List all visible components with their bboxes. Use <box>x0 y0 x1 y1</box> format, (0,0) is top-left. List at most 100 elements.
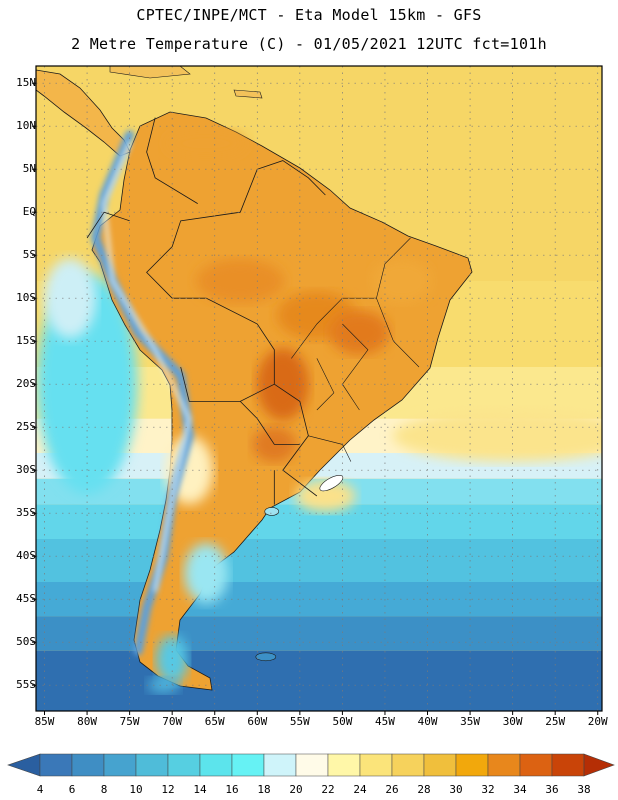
lat-label: 35S <box>16 506 36 520</box>
colorbar-label: 22 <box>321 783 335 796</box>
colorbar-swatch <box>551 753 585 777</box>
colorbar-label: 6 <box>68 783 76 796</box>
colorbar-label: 16 <box>225 783 239 796</box>
pacific-mild-zone <box>44 258 97 339</box>
colorbar-label: 30 <box>449 783 463 796</box>
country-border <box>180 366 275 402</box>
colorbar-arrow-low <box>7 753 41 777</box>
lat-label: 25S <box>16 420 36 434</box>
colorbar-swatch <box>327 753 361 777</box>
state-border <box>316 358 335 411</box>
lat-label: 15N <box>16 76 36 90</box>
lat-label: 55S <box>16 678 36 692</box>
colorbar-swatch <box>71 753 105 777</box>
lon-label: 45W <box>375 715 395 728</box>
lat-label: 45S <box>16 592 36 606</box>
colorbar-swatch <box>263 753 297 777</box>
country-border <box>239 401 300 445</box>
ocean-band <box>36 616 602 651</box>
lon-label: 30W <box>502 715 523 728</box>
colorbar-swatch <box>487 753 521 777</box>
colorbar-label: 32 <box>481 783 495 796</box>
colorbar-swatch <box>359 753 393 777</box>
colorbar-swatch <box>199 753 233 777</box>
lat-label: 10N <box>16 119 36 133</box>
country-border <box>146 169 318 497</box>
land-heat-blob <box>329 310 390 355</box>
land-heat-blob <box>371 259 432 303</box>
country-border <box>86 211 130 239</box>
colorbar-swatch <box>423 753 457 777</box>
country-borders <box>86 117 420 662</box>
axis-ticks <box>32 82 599 715</box>
land-heat-blob <box>147 677 180 694</box>
colorbar-swatch <box>519 753 553 777</box>
lon-label: 60W <box>247 715 268 728</box>
chart-title-line2: 2 Metre Temperature (C) - 01/05/2021 12U… <box>71 35 547 53</box>
lon-label: 25W <box>545 715 566 728</box>
lat-label: 15S <box>16 334 36 348</box>
colorbar-label: 28 <box>417 783 431 796</box>
colorbar-label: 18 <box>257 783 271 796</box>
lat-label: 40S <box>16 549 36 563</box>
lon-label: 80W <box>77 715 97 728</box>
colorbar-label: 10 <box>129 783 143 796</box>
colorbar-swatch <box>391 753 425 777</box>
lat-label: EQ <box>22 205 36 219</box>
lon-label: 70W <box>162 715 183 728</box>
state-border <box>376 298 420 368</box>
ocean-band <box>36 539 602 582</box>
colorbar-label: 8 <box>100 783 108 796</box>
colorbar-label: 36 <box>545 783 559 796</box>
lat-label: 5S <box>22 248 36 262</box>
colorbar-label: 4 <box>36 783 44 796</box>
colorbar-arrow-high <box>583 753 615 777</box>
caribbean-islands <box>109 66 263 99</box>
colorbar-label: 12 <box>161 783 175 796</box>
colorbar <box>7 753 615 777</box>
lat-label: 20S <box>16 377 36 391</box>
colorbar-label: 26 <box>385 783 399 796</box>
lon-label: 50W <box>332 715 353 728</box>
lon-label: 55W <box>289 715 310 728</box>
colorbar-swatch <box>295 753 329 777</box>
colorbar-label: 14 <box>193 783 207 796</box>
lat-label: 10S <box>16 291 36 305</box>
map-frame <box>35 65 603 712</box>
lat-label: 5N <box>22 162 36 176</box>
colorbar-swatch <box>39 753 73 777</box>
lon-label: 65W <box>204 715 225 728</box>
ocean-warm-tongue <box>392 409 602 462</box>
colorbar-swatch <box>103 753 137 777</box>
state-border <box>342 237 411 299</box>
land-heat-blob <box>156 635 189 684</box>
colorbar-swatch <box>231 753 265 777</box>
land-heat-field <box>147 129 432 694</box>
country-border <box>146 117 198 204</box>
land-heat-blob <box>196 259 285 303</box>
land-heat-blob <box>295 480 356 512</box>
land-heat-blob <box>184 543 229 604</box>
lon-label: 75W <box>119 715 140 728</box>
land-heat-blob <box>256 348 309 421</box>
land-heat-blob <box>166 129 247 158</box>
lat-label: 50S <box>16 635 36 649</box>
colorbar-swatch <box>167 753 201 777</box>
ocean-band <box>36 650 602 711</box>
state-border <box>342 323 369 411</box>
country-border <box>257 160 326 196</box>
colorbar-swatch <box>135 753 169 777</box>
colorbar-label: 34 <box>513 783 527 796</box>
colorbar-swatch <box>455 753 489 777</box>
rio-de-la-plata <box>264 507 280 516</box>
lon-label: 85W <box>34 715 55 728</box>
colorbar-label: 24 <box>353 783 367 796</box>
lon-label: 40W <box>417 715 438 728</box>
colorbar-label: 20 <box>289 783 303 796</box>
ocean-band <box>36 582 602 617</box>
falkland-islands <box>255 652 277 662</box>
map-field <box>36 66 602 711</box>
lon-label: 20W <box>587 715 608 728</box>
colorbar-label: 38 <box>577 783 591 796</box>
